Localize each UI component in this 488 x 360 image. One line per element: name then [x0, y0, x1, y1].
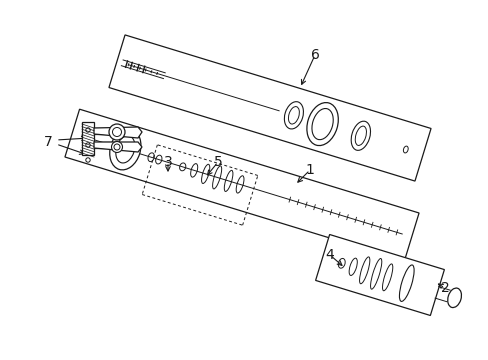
Ellipse shape — [109, 129, 141, 170]
Ellipse shape — [306, 103, 338, 145]
Text: 7: 7 — [43, 135, 52, 149]
Circle shape — [109, 124, 125, 140]
Polygon shape — [65, 109, 418, 261]
Ellipse shape — [399, 265, 413, 301]
Ellipse shape — [447, 288, 461, 307]
Text: 4: 4 — [325, 248, 334, 262]
Polygon shape — [82, 122, 110, 155]
Polygon shape — [94, 127, 142, 138]
Text: 2: 2 — [440, 281, 448, 295]
Ellipse shape — [284, 102, 303, 129]
Polygon shape — [94, 142, 142, 152]
Polygon shape — [109, 35, 430, 181]
Text: 5: 5 — [213, 155, 222, 169]
Circle shape — [111, 141, 122, 153]
Text: 3: 3 — [163, 155, 172, 169]
Polygon shape — [315, 234, 444, 315]
Text: 6: 6 — [310, 48, 319, 62]
Text: 1: 1 — [305, 163, 314, 177]
